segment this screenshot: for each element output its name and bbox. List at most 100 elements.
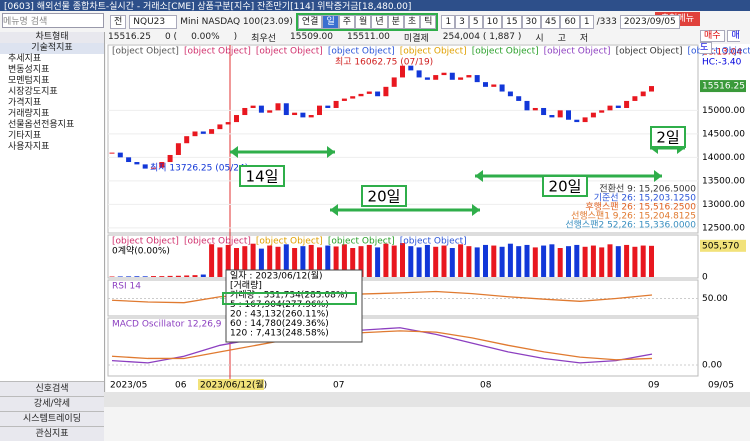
minute-button[interactable]: 10 <box>483 15 502 29</box>
candle <box>608 106 613 111</box>
scrollbar[interactable] <box>0 392 750 407</box>
date-label: 07 <box>333 381 344 391</box>
volume-bar <box>608 244 613 277</box>
quote-item: 시 <box>535 31 543 44</box>
tree-item[interactable]: 사용자지표 <box>0 142 104 153</box>
candle <box>624 101 629 108</box>
current-label: 15516.25 <box>702 82 745 92</box>
buy-button[interactable]: 매수 <box>700 30 725 42</box>
candle <box>417 70 422 77</box>
tree-item[interactable]: 가격지표 <box>0 98 104 109</box>
tree-item[interactable]: 시장강도지표 <box>0 87 104 98</box>
candle <box>342 99 347 101</box>
period-button[interactable]: 연결 <box>298 15 323 29</box>
high-label: 최고 16062.75 (07/19) <box>335 57 433 68</box>
candle <box>350 96 355 98</box>
legend-item: [object Object] <box>472 47 539 57</box>
volume-sub: 0계약(0.00%) <box>112 245 170 257</box>
volume-tick-label: 0 <box>702 273 708 283</box>
mode[interactable]: 전 <box>110 15 126 29</box>
date-label: 2023/05 <box>110 381 147 391</box>
period-button[interactable]: 분 <box>388 15 404 29</box>
legend-item: [object Object] <box>112 47 179 57</box>
menu-search[interactable]: 메뉴명 검색 <box>2 13 104 28</box>
candle <box>134 162 139 164</box>
candle <box>201 131 206 133</box>
volume-bar <box>400 243 405 277</box>
y-tick-label: 13000.00 <box>702 200 745 210</box>
quote-item: 고 <box>558 31 566 44</box>
title-bar: [0603] 해외선물 종합차트-실시간 - 거래소[CME] 상품구분[지수]… <box>0 0 750 11</box>
bottom-tab[interactable]: 강세/약세 <box>0 396 104 411</box>
period-button[interactable]: 일 <box>322 15 338 29</box>
y-tick-label: 13500.00 <box>702 176 745 186</box>
tree-item[interactable]: 기타지표 <box>0 131 104 142</box>
minute-button[interactable]: 60 <box>560 15 579 29</box>
volume-bar <box>126 276 131 277</box>
tree-item[interactable]: 거래량지표 <box>0 109 104 120</box>
candle <box>641 92 646 97</box>
period-button[interactable]: 초 <box>404 15 420 29</box>
minute-button[interactable]: 5 <box>469 15 483 29</box>
volume-bar <box>367 245 372 277</box>
volume-bar <box>632 247 637 277</box>
quote-item: ) <box>234 32 238 42</box>
candle <box>242 108 247 115</box>
candle <box>533 108 538 110</box>
y-tick-label: 12500.00 <box>702 223 745 233</box>
code[interactable]: NQU23 <box>129 15 177 29</box>
minute-button[interactable]: 45 <box>541 15 560 29</box>
pane-tick-label: 0.00 <box>702 361 722 371</box>
candle <box>599 110 604 112</box>
period-button[interactable]: 틱 <box>420 15 436 29</box>
volume-bar <box>624 245 629 277</box>
volume-bar <box>201 275 206 277</box>
minute-button[interactable]: 1 <box>441 15 455 29</box>
indicator-value: 선행스팬2 52,26: 15,336.0000 <box>565 219 696 231</box>
period-button[interactable]: 월 <box>355 15 371 29</box>
candle <box>126 157 131 162</box>
minute-button[interactable]: 3 <box>455 15 469 29</box>
period-button[interactable]: 년 <box>371 15 387 29</box>
minute-button[interactable]: 30 <box>522 15 541 29</box>
minute-button[interactable]: 1 <box>580 15 594 29</box>
volume-bar <box>151 276 156 277</box>
volume-bar <box>566 246 571 277</box>
annotation-text: 14일 <box>246 168 279 186</box>
legend-item: [object Object] <box>544 47 611 57</box>
volume-bar <box>184 275 189 277</box>
candle <box>359 94 364 96</box>
bottom-tab[interactable]: 관심지표 <box>0 426 104 441</box>
candle <box>483 82 488 87</box>
volume-legend: [object Object] <box>328 237 395 247</box>
candle <box>259 106 264 113</box>
candle <box>516 96 521 101</box>
quote-item: 저 <box>580 31 588 44</box>
date[interactable]: 2023/09/05 <box>620 15 680 29</box>
candle <box>466 75 471 77</box>
period-button[interactable]: 주 <box>339 15 355 29</box>
quote-item: 15511.00 <box>347 32 390 42</box>
minute-button[interactable]: 15 <box>502 15 521 29</box>
chart-type-tab[interactable]: 차트형태 <box>0 32 104 43</box>
bottom-tab[interactable]: 시스템트레이딩 <box>0 411 104 426</box>
candle <box>508 92 513 97</box>
volume-bar <box>176 276 181 277</box>
tree-item[interactable]: 모멘텀지표 <box>0 76 104 87</box>
section-tab[interactable]: 기술적지표 <box>0 43 104 54</box>
candle <box>168 155 173 162</box>
bottom-tab[interactable]: 신호검색 <box>0 381 104 396</box>
candle <box>325 106 330 108</box>
tree-item[interactable]: 선물옵션전용지표 <box>0 120 104 131</box>
candle <box>649 86 654 91</box>
date-label: 08 <box>480 381 492 391</box>
volume-bar <box>500 247 505 277</box>
volume-bar <box>558 248 563 277</box>
volume-bar <box>425 245 430 277</box>
tree-item[interactable]: 변동성지표 <box>0 65 104 76</box>
volume-bar <box>475 247 480 277</box>
tree-item[interactable]: 추세지표 <box>0 54 104 65</box>
candle <box>284 103 289 115</box>
